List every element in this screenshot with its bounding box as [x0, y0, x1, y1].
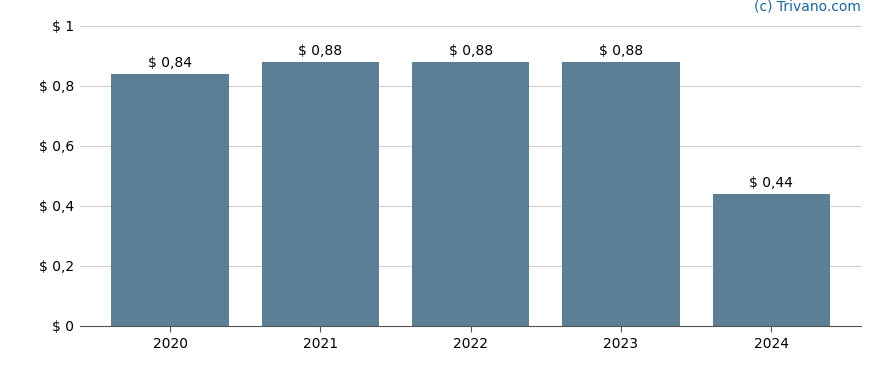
- Bar: [262, 62, 379, 326]
- Bar: [112, 74, 229, 326]
- Text: $ 0,84: $ 0,84: [148, 56, 192, 70]
- Bar: [712, 194, 829, 326]
- Text: $ 0,88: $ 0,88: [599, 44, 643, 58]
- Text: $ 0,88: $ 0,88: [448, 44, 493, 58]
- Text: $ 0,44: $ 0,44: [749, 176, 793, 190]
- Bar: [412, 62, 529, 326]
- Text: (c) Trivano.com: (c) Trivano.com: [755, 0, 861, 14]
- Bar: [562, 62, 679, 326]
- Text: $ 0,88: $ 0,88: [298, 44, 343, 58]
